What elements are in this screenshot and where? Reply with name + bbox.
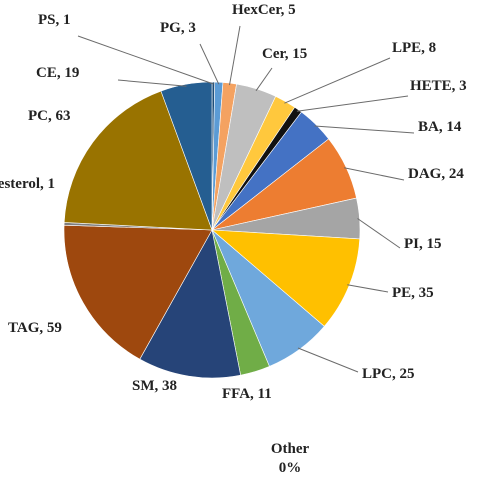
leader-line-ce — [117, 79, 187, 87]
slice-label-ce: CE, 19 — [36, 65, 79, 81]
leader-line-pe — [347, 284, 389, 293]
leader-line-lpe — [284, 57, 391, 104]
pie-slice-tag — [63, 224, 213, 360]
slice-labels: PS, 1 PG, 3 HexCer, 5 Cer, 15 LPE, 8 HETE, 3 B… — [0, 2, 467, 402]
leader-line-pg — [199, 43, 220, 85]
leader-line-dag — [344, 167, 405, 181]
other-label: Other 0% — [271, 441, 310, 476]
slice-label-pg: PG, 3 — [160, 20, 196, 36]
pie-slice-sm — [139, 229, 241, 379]
slice-label-hete: HETE, 3 — [410, 78, 467, 94]
slice-label-pe: PE, 35 — [392, 285, 434, 301]
slice-label-pi: PI, 15 — [404, 236, 442, 252]
leader-line-hexcer — [229, 25, 241, 86]
slice-label-ba: BA, 14 — [418, 119, 462, 135]
slice-label-lpe: LPE, 8 — [392, 40, 436, 56]
leader-line-hete — [296, 95, 409, 112]
slice-label-cholesterol: Cholesterol, 1 — [0, 176, 55, 192]
pie-slice-pc — [63, 90, 213, 231]
pie-slices — [63, 81, 361, 379]
slice-label-cer: Cer, 15 — [262, 46, 307, 62]
leader-line-ps — [77, 35, 214, 85]
slice-label-lpc: LPC, 25 — [362, 366, 415, 382]
leader-line-pi — [357, 218, 401, 249]
other-label-name: Other — [271, 441, 310, 457]
pie-slice-ce — [160, 81, 213, 231]
other-label-value: 0% — [279, 460, 302, 476]
slice-label-tag: TAG, 59 — [8, 320, 62, 336]
slice-label-dag: DAG, 24 — [408, 166, 464, 182]
slice-label-ffa: FFA, 11 — [222, 386, 272, 402]
leader-lines — [77, 25, 415, 373]
slice-label-pc: PC, 63 — [28, 108, 71, 124]
slice-label-hexcer: HexCer, 5 — [232, 2, 296, 18]
slice-label-sm: SM, 38 — [132, 378, 177, 394]
leader-line-cer — [255, 67, 273, 92]
leader-line-lpc — [297, 347, 359, 373]
slice-label-ps: PS, 1 — [38, 12, 71, 28]
leader-line-ba — [314, 125, 415, 134]
